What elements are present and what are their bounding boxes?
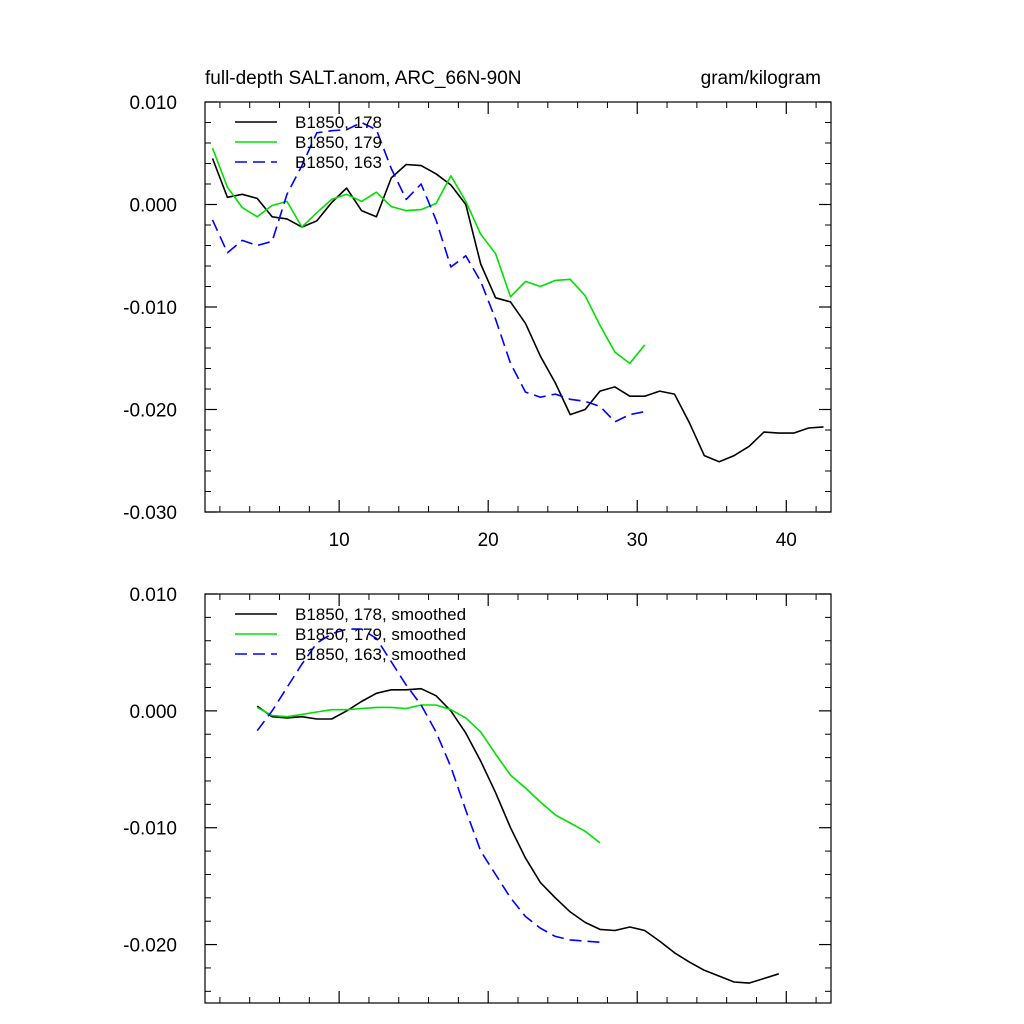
panel1-x-tick-label: 40 (776, 530, 797, 551)
panel1-legend-label-1: B1850, 178 (295, 113, 382, 132)
panel1-series-line-3 (211, 121, 645, 423)
panel1-series-line-2 (211, 147, 646, 365)
panel2-legend-label-3: B1850, 163, smoothed (295, 645, 466, 664)
panel2-series-line-2 (256, 704, 601, 844)
panel2-y-tick-label: 0.010 (129, 585, 177, 606)
panel1-y-tick-label: 0.000 (129, 196, 177, 217)
panel2-chart: 0.010 0.000 -0.010 -0.020 B1850, 178, smooth… (123, 585, 832, 1004)
panel1-y-tick-label: 0.010 (129, 93, 177, 114)
panel1-title: full-depth SALT.anom, ARC_66N-90N (205, 68, 521, 89)
panel1-legend-label-3: B1850, 163 (295, 153, 382, 172)
panel1-y-tick-label: -0.030 (123, 503, 177, 524)
panel1-y-tick-label: -0.010 (123, 298, 177, 319)
panel2-series-line-1 (256, 687, 780, 984)
panel1-legend-label-2: B1850, 179 (295, 133, 382, 152)
panel2-series-line-3 (256, 628, 601, 943)
panel1-x-tick-label: 20 (478, 530, 499, 551)
panel2-y-tick-label: 0.000 (129, 702, 177, 723)
panel2-legend-label-2: B1850, 179, smoothed (295, 625, 466, 644)
panel1-series-line-1 (211, 158, 824, 463)
panel2-y-tick-label: -0.010 (123, 819, 177, 840)
panel1-chart: 10 20 30 40 0.010 0.000 -0.010 -0.020 -0.030 full… (123, 68, 832, 551)
panel2-y-tick-label: -0.020 (123, 936, 177, 957)
panel2-legend-label-1: B1850, 178, smoothed (295, 605, 466, 624)
panel1-y-tick-label: -0.020 (123, 401, 177, 422)
panel1-units: gram/kilogram (701, 68, 821, 89)
panel1-x-tick-label: 10 (329, 530, 350, 551)
panel1-x-tick-label: 30 (627, 530, 648, 551)
